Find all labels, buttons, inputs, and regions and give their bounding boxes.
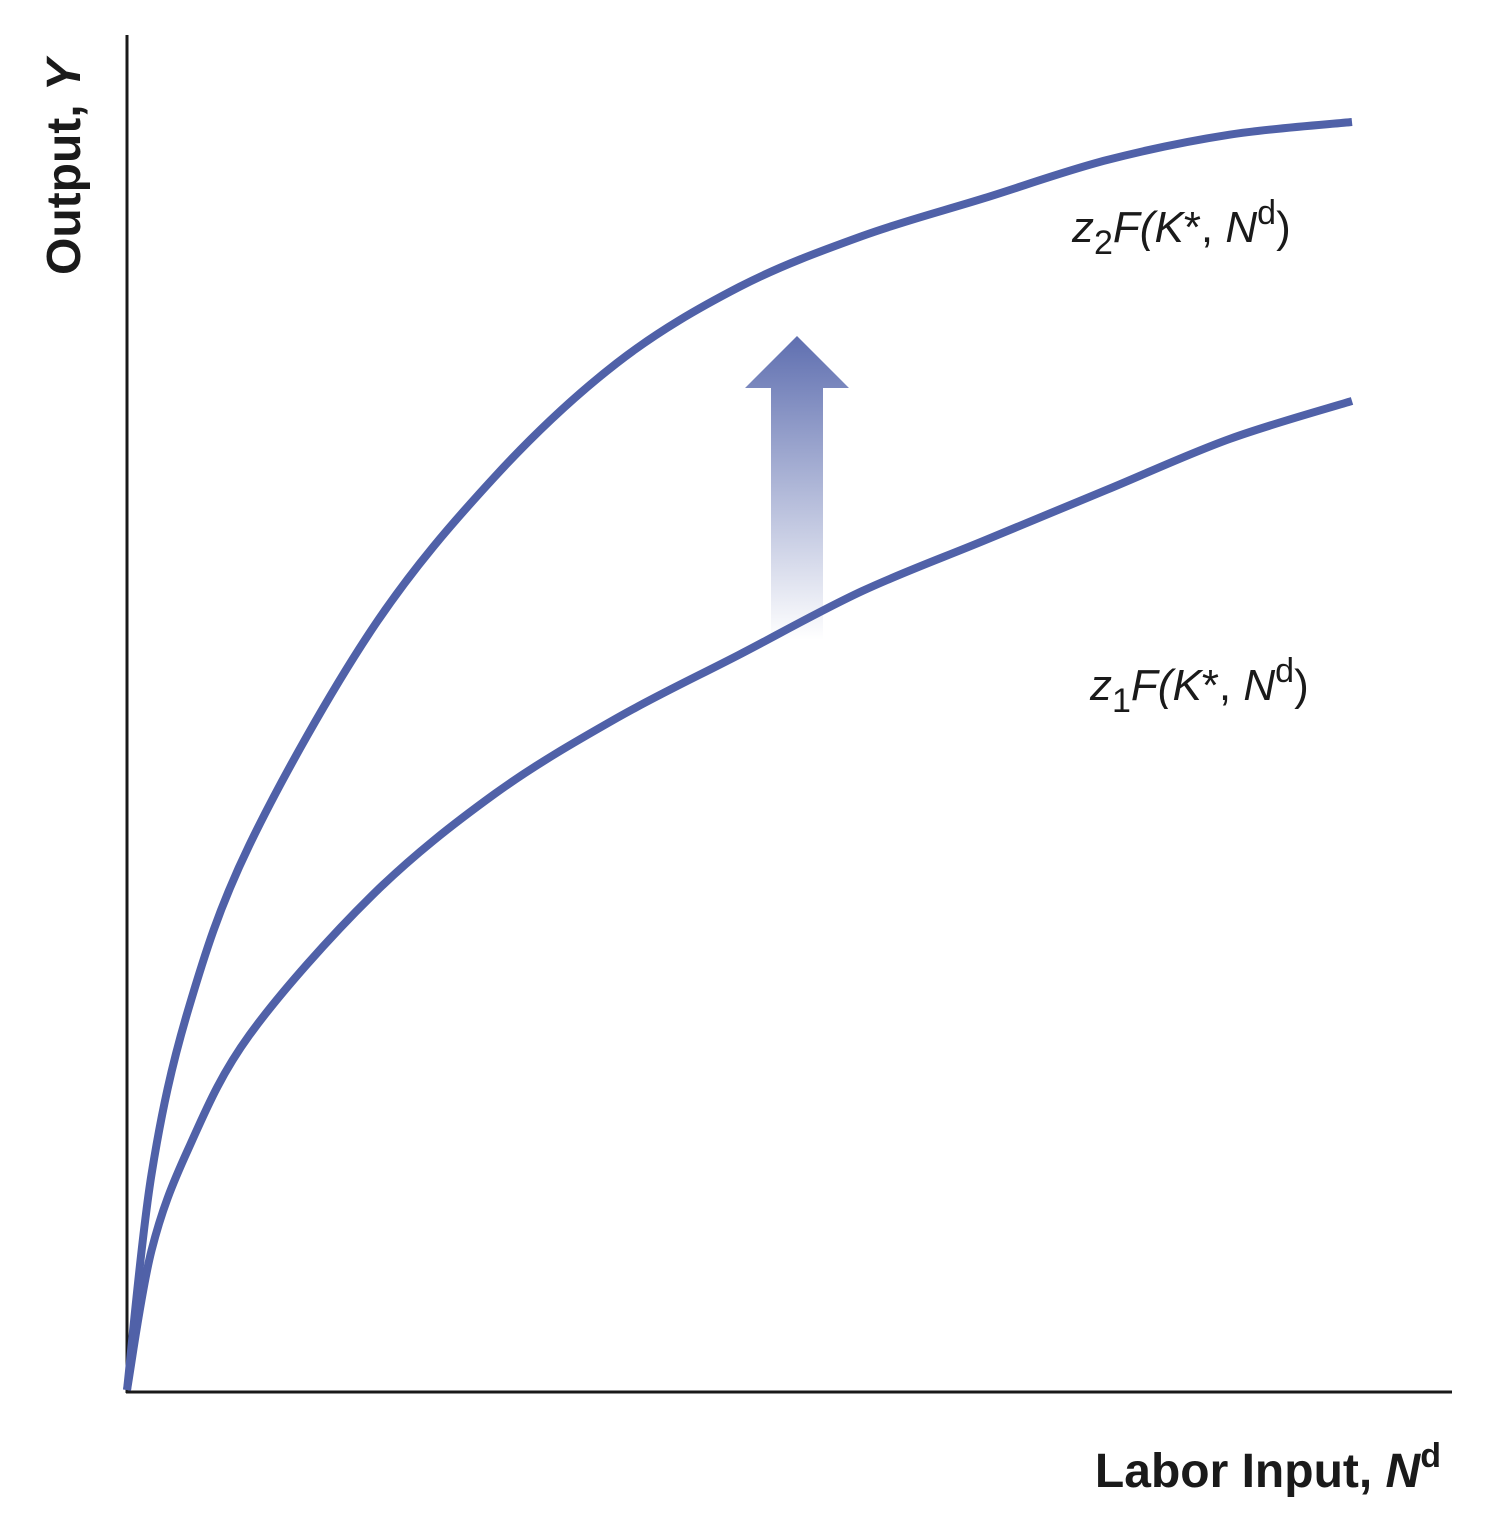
x-axis-title-var: N	[1386, 1445, 1422, 1498]
y-axis-title-text: Output,	[38, 91, 91, 275]
series-line-z2	[123, 118, 1353, 1391]
x-axis-title-sup: d	[1420, 1437, 1441, 1475]
y-axis-title-var: Y	[38, 55, 91, 91]
series-label-z1-f: F(	[1131, 661, 1177, 710]
series-label-z2-pre: z	[1071, 203, 1094, 252]
series-label-z1-pre: z	[1089, 661, 1112, 710]
series-label-z2-f: F(	[1113, 203, 1159, 252]
series-label-z1-sub: 1	[1112, 682, 1131, 720]
series-label-z1-star: *,	[1202, 661, 1244, 710]
series-label-z2-sup: d	[1257, 194, 1276, 232]
series-label-z2: z2F(K*, Nd)	[1071, 194, 1291, 262]
series-label-z1: z1F(K*, Nd)	[1089, 652, 1309, 720]
series-label-z1-sup: d	[1275, 652, 1294, 690]
series-label-z2-close: )	[1276, 203, 1291, 252]
x-axis-title: Labor Input, Nd	[1095, 1437, 1441, 1498]
series-label-z2-n: N	[1225, 203, 1257, 252]
series-label-z1-close: )	[1294, 661, 1309, 710]
series-label-z2-k: K	[1154, 203, 1185, 252]
series-line-z1	[123, 397, 1354, 1391]
series-label-z2-sub: 2	[1094, 224, 1113, 262]
y-axis-title: Output, Y	[38, 55, 91, 275]
x-axis-title-text: Labor Input,	[1095, 1445, 1386, 1498]
shift-arrow	[745, 336, 849, 640]
series-label-z1-k: K	[1172, 661, 1203, 710]
series-label-z1-n: N	[1243, 661, 1275, 710]
series-label-z2-star: *,	[1184, 203, 1226, 252]
